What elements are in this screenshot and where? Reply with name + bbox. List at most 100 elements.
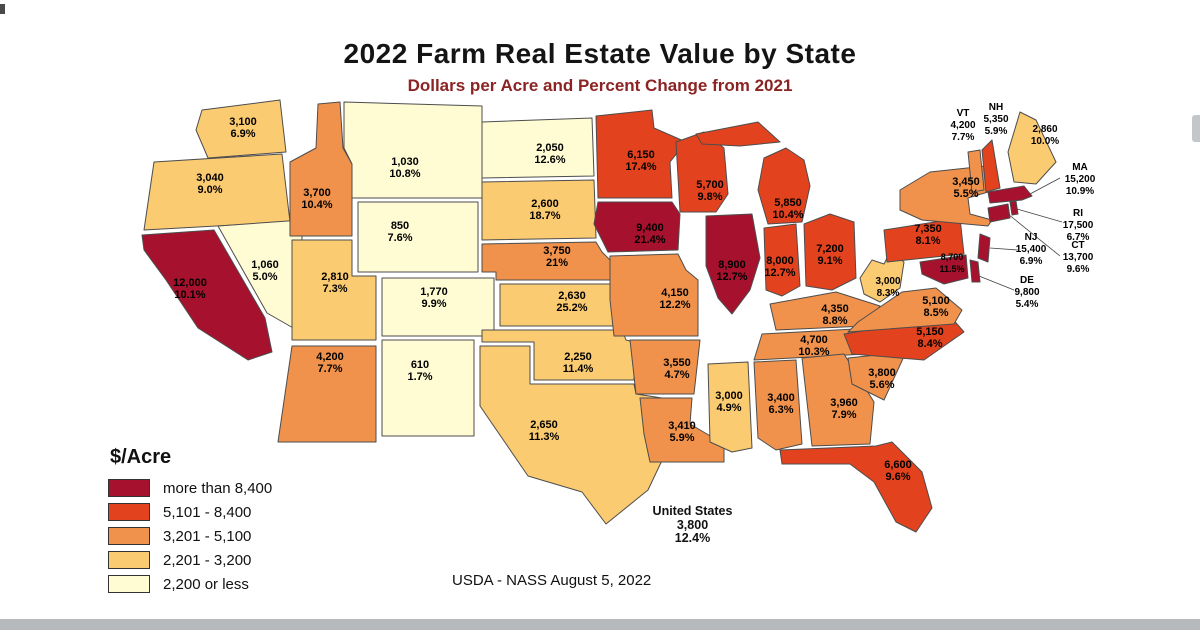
legend-swatch-2 xyxy=(108,527,150,545)
state-mt xyxy=(343,101,483,199)
state-label-nh: NH 5,350 5.9% xyxy=(983,102,1008,137)
state-nm xyxy=(381,339,475,437)
state-ny xyxy=(899,165,993,227)
legend-bin-label: 2,201 - 3,200 xyxy=(163,551,252,569)
state-ct xyxy=(987,203,1011,223)
state-label-mt: 1,030 10.8% xyxy=(389,156,420,180)
state-label-ny: 3,450 5.5% xyxy=(952,176,980,200)
label-leader-line xyxy=(978,275,1015,291)
state-wv xyxy=(859,251,905,303)
state-label-va: 5,100 8.5% xyxy=(922,295,950,319)
legend-bin-label: 3,201 - 5,100 xyxy=(163,527,252,545)
legend-bin-label: more than 8,400 xyxy=(163,479,273,497)
state-label-wy: 850 7.6% xyxy=(387,220,412,244)
screen-edge-artifact xyxy=(0,4,5,14)
us-choropleth-map: 3,100 6.9% 3,040 9.0% 12,000 10.1% 1,060 5.0% 3,… xyxy=(141,99,1096,533)
state-label-vt: VT 4,200 7.7% xyxy=(950,108,975,143)
state-label-nv: 1,060 5.0% xyxy=(251,259,279,283)
state-label-tx: 2,650 11.3% xyxy=(529,419,560,443)
state-sd xyxy=(481,179,597,241)
state-label-me: 2,860 10.0% xyxy=(1031,124,1059,147)
state-az xyxy=(277,345,377,443)
state-label-ri: RI 17,500 6.7% xyxy=(1063,208,1094,243)
state-label-de: DE 9,800 5.4% xyxy=(1014,275,1039,310)
state-label-al: 3,400 6.3% xyxy=(767,392,795,416)
state-label-ia: 9,400 21.4% xyxy=(634,222,665,246)
us-summary-value: 3,800 xyxy=(676,517,709,532)
legend-swatch-0 xyxy=(108,479,150,497)
state-label-pa: 7,350 8.1% xyxy=(914,223,942,247)
state-ut xyxy=(291,239,377,341)
state-label-sd: 2,600 18.7% xyxy=(529,198,560,222)
state-label-nm: 610 1.7% xyxy=(407,359,432,383)
state-label-ga: 3,960 7.9% xyxy=(830,397,858,421)
us-summary-pct: 12.4% xyxy=(674,531,711,545)
label-leader-line xyxy=(1016,208,1063,223)
state-al xyxy=(753,359,803,451)
legend-row: 2,201 - 3,200 xyxy=(108,551,272,569)
state-md xyxy=(919,254,969,285)
us-summary: United States 3,800 12.4% xyxy=(630,504,755,546)
legend-bin-label: 5,101 - 8,400 xyxy=(163,503,252,521)
state-label-tn: 4,700 10.3% xyxy=(798,334,829,358)
legend-rows: more than 8,400 5,101 - 8,400 3,201 - 5,10… xyxy=(108,479,272,593)
state-pa xyxy=(883,217,965,263)
state-nj xyxy=(977,233,991,263)
state-la xyxy=(639,397,725,463)
state-wy xyxy=(357,201,479,273)
state-label-ok: 2,250 11.4% xyxy=(563,351,594,375)
state-ia xyxy=(593,201,681,253)
scrollbar-thumb[interactable] xyxy=(1192,115,1200,142)
legend-row: 5,101 - 8,400 xyxy=(108,503,272,521)
state-label-ks: 2,630 25.2% xyxy=(556,290,587,314)
label-leader-line xyxy=(1029,177,1061,195)
state-ca xyxy=(141,229,273,361)
legend-swatch-3 xyxy=(108,551,150,569)
state-nd xyxy=(481,117,595,179)
state-label-mo: 4,150 12.2% xyxy=(659,287,690,311)
state-id xyxy=(289,101,353,237)
state-label-mi: 5,850 10.4% xyxy=(772,197,803,221)
state-label-ne: 3,750 21% xyxy=(543,245,571,269)
state-mi xyxy=(757,147,811,225)
state-label-md: 8,700 11.5% xyxy=(939,252,964,274)
state-label-ky: 4,350 8.8% xyxy=(821,303,849,327)
state-ms xyxy=(707,361,753,453)
state-label-az: 4,200 7.7% xyxy=(316,351,344,375)
state-label-la: 3,410 5.9% xyxy=(668,420,696,444)
state-label-ma: MA 15,200 10.9% xyxy=(1065,162,1096,197)
state-de xyxy=(969,259,981,283)
state-label-nd: 2,050 12.6% xyxy=(534,142,565,166)
label-leader-line xyxy=(989,247,1019,251)
state-label-oh: 7,200 9.1% xyxy=(816,243,844,267)
legend-title: $/Acre xyxy=(110,446,172,468)
state-vt xyxy=(967,149,985,193)
legend-bin-label: 2,200 or less xyxy=(163,575,249,593)
state-label-sc: 3,800 5.6% xyxy=(868,367,896,391)
legend-swatch-4 xyxy=(108,575,150,593)
state-label-ut: 2,810 7.3% xyxy=(321,271,349,295)
legend-row: 3,201 - 5,100 xyxy=(108,527,272,545)
state-label-ca: 12,000 10.1% xyxy=(173,277,207,301)
state-mo xyxy=(609,253,699,337)
state-ar xyxy=(629,339,701,395)
state-il xyxy=(705,213,761,315)
state-label-wa: 3,100 6.9% xyxy=(229,116,257,140)
window-bottom-bar xyxy=(0,619,1200,630)
state-label-fl: 6,600 9.6% xyxy=(884,459,912,483)
us-summary-label: United States xyxy=(652,504,733,518)
state-nh xyxy=(981,139,1001,193)
state-in xyxy=(763,223,801,297)
page-subtitle: Dollars per Acre and Percent Change from… xyxy=(407,76,793,95)
state-oh xyxy=(803,213,857,291)
state-label-ms: 3,000 4.9% xyxy=(715,390,743,414)
label-leader-line xyxy=(1007,213,1061,257)
state-label-id: 3,700 10.4% xyxy=(301,187,332,211)
state-label-or: 3,040 9.0% xyxy=(196,172,224,196)
state-label-wi: 5,700 9.8% xyxy=(696,179,724,203)
state-label-ar: 3,550 4.7% xyxy=(663,357,691,381)
legend-swatch-1 xyxy=(108,503,150,521)
state-label-wv: 3,000 8.3% xyxy=(875,276,900,299)
state-label-nj: NJ 15,400 6.9% xyxy=(1016,232,1047,267)
